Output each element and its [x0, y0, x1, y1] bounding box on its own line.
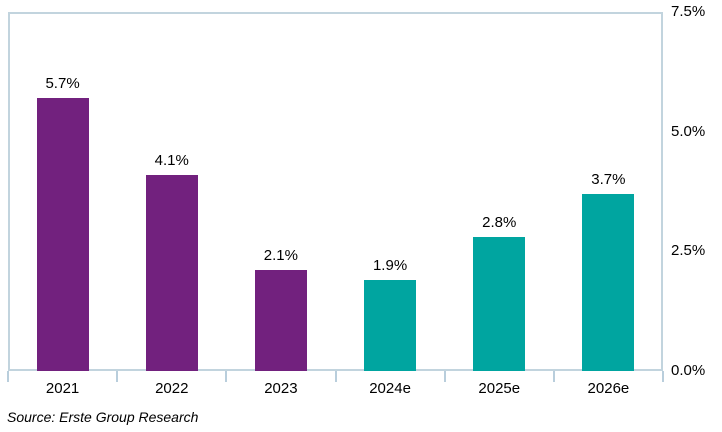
- bar-2022: [145, 175, 198, 371]
- x-axis-tick: [444, 371, 446, 382]
- x-axis-label-2023: 2023: [264, 380, 298, 397]
- bar-2024e: [364, 280, 417, 371]
- plot-area: [8, 12, 663, 371]
- bar-value-label-2022: 4.1%: [154, 152, 189, 169]
- x-axis-tick: [335, 371, 337, 382]
- x-axis-label-2024e: 2024e: [369, 380, 411, 397]
- x-axis-tick: [116, 371, 118, 382]
- bar-value-label-2026e: 3.7%: [591, 171, 626, 188]
- bar-2025e: [473, 237, 526, 371]
- bar-value-label-2024e: 1.9%: [372, 257, 408, 274]
- x-axis-tick: [662, 371, 664, 382]
- bar-2023: [254, 270, 307, 371]
- bar-value-label-2025e: 2.8%: [482, 214, 517, 231]
- y-axis-label-7.5%: 7.5%: [671, 3, 706, 20]
- x-axis-label-2021: 2021: [45, 380, 80, 397]
- x-axis-label-2025e: 2025e: [478, 380, 521, 397]
- x-axis-tick: [225, 371, 227, 382]
- bar-value-label-2021: 5.7%: [45, 75, 80, 92]
- x-axis-tick: [7, 371, 9, 382]
- x-axis-tick: [553, 371, 555, 382]
- bar-2026e: [582, 194, 635, 371]
- y-axis-label-0.0%: 0.0%: [671, 362, 706, 379]
- bar-value-label-2023: 2.1%: [263, 247, 298, 264]
- bar-2021: [36, 98, 89, 371]
- x-axis-label-2022: 2022: [155, 380, 189, 397]
- y-axis-label-5.0%: 5.0%: [671, 123, 706, 140]
- y-axis-label-2.5%: 2.5%: [671, 242, 706, 259]
- x-axis-label-2026e: 2026e: [587, 380, 630, 397]
- source-note: Source: Erste Group Research: [7, 409, 199, 425]
